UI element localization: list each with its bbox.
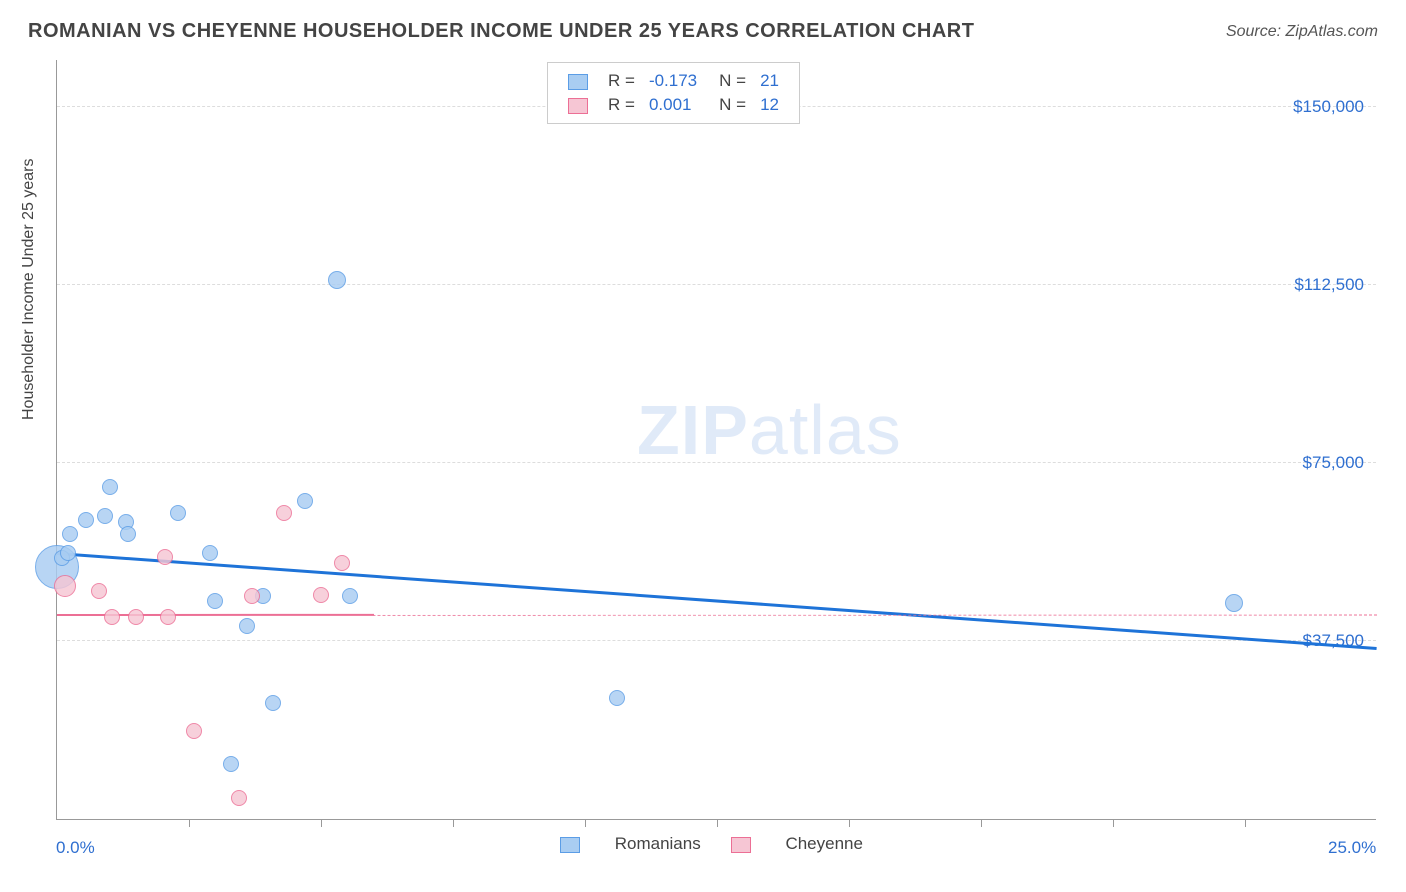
data-point [97, 508, 113, 524]
data-point [78, 512, 94, 528]
data-point [207, 593, 223, 609]
data-point [297, 493, 313, 509]
data-point [239, 618, 255, 634]
data-point [54, 575, 76, 597]
data-point [62, 526, 78, 542]
data-point [609, 690, 625, 706]
series-legend: Romanians Cheyenne [560, 834, 893, 854]
x-tick [189, 819, 190, 827]
gridline-h [57, 284, 1376, 285]
data-point [223, 756, 239, 772]
correlation-legend: R =-0.173N =21R =0.001N =12 [547, 62, 800, 124]
x-axis-min-label: 0.0% [56, 838, 95, 858]
data-point [128, 609, 144, 625]
data-point [342, 588, 358, 604]
gridline-h [57, 640, 1376, 641]
legend-swatch [568, 74, 588, 90]
data-point [120, 526, 136, 542]
data-point [265, 695, 281, 711]
x-tick [717, 819, 718, 827]
x-tick [1113, 819, 1114, 827]
x-tick [1245, 819, 1246, 827]
data-point [170, 505, 186, 521]
gridline-h [57, 462, 1376, 463]
data-point [313, 587, 329, 603]
watermark: ZIPatlas [637, 390, 902, 470]
x-axis-max-label: 25.0% [1328, 838, 1376, 858]
x-tick [849, 819, 850, 827]
data-point [328, 271, 346, 289]
data-point [60, 545, 76, 561]
chart-plot-area: ZIPatlas $37,500$75,000$112,500$150,000R… [56, 60, 1376, 820]
data-point [186, 723, 202, 739]
y-tick-label: $150,000 [1293, 97, 1364, 117]
data-point [276, 505, 292, 521]
data-point [157, 549, 173, 565]
data-point [244, 588, 260, 604]
x-tick [453, 819, 454, 827]
chart-title: ROMANIAN VS CHEYENNE HOUSEHOLDER INCOME … [28, 20, 974, 43]
legend-swatch [568, 98, 588, 114]
legend-swatch [560, 837, 580, 853]
data-point [334, 555, 350, 571]
source-credit: Source: ZipAtlas.com [1226, 23, 1378, 41]
data-point [231, 790, 247, 806]
x-tick [981, 819, 982, 827]
data-point [202, 545, 218, 561]
y-axis-label: Householder Income Under 25 years [20, 159, 38, 420]
x-tick [585, 819, 586, 827]
data-point [104, 609, 120, 625]
data-point [91, 583, 107, 599]
data-point [102, 479, 118, 495]
legend-swatch [731, 837, 751, 853]
x-tick [321, 819, 322, 827]
y-tick-label: $112,500 [1294, 275, 1364, 295]
data-point [160, 609, 176, 625]
data-point [1225, 594, 1243, 612]
y-tick-label: $75,000 [1303, 453, 1364, 473]
